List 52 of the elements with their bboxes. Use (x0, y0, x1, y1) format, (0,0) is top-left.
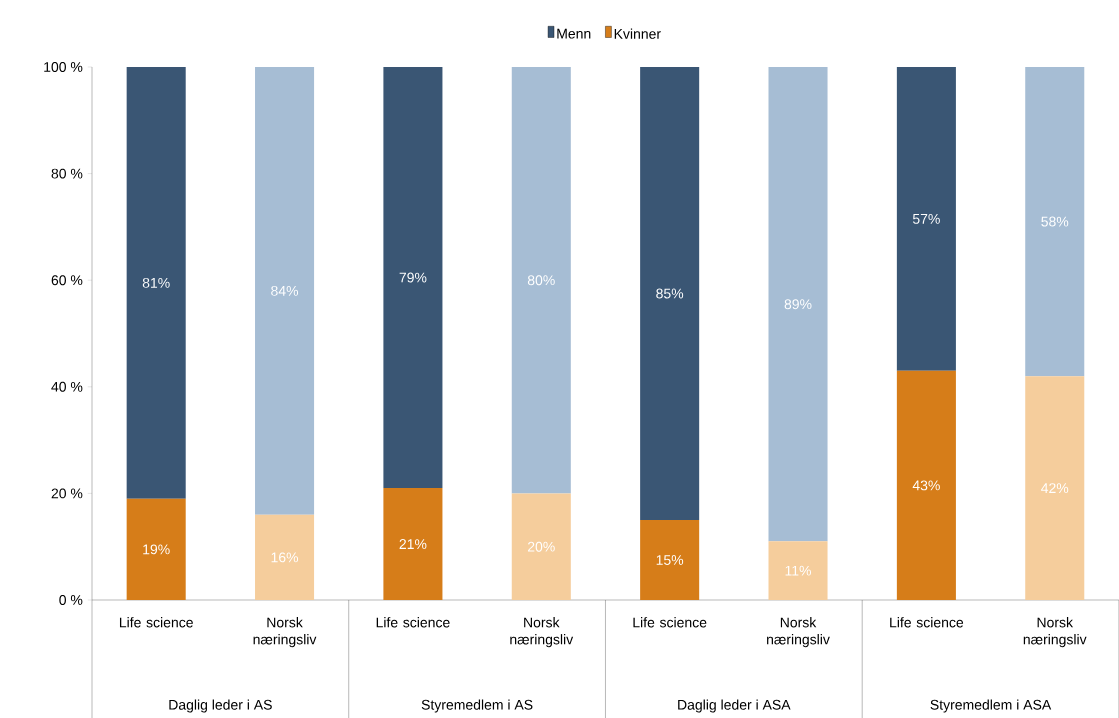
data-label: 57% (912, 213, 940, 224)
x-tick-label: Life science (376, 617, 450, 628)
x-tick-label: Norsk næringsliv (510, 617, 574, 648)
legend-label: Kvinner (614, 28, 661, 39)
text: Daglig leder i AS (169, 699, 272, 713)
data-label: 85% (656, 288, 684, 299)
y-tick-label: 80 % (51, 168, 83, 179)
bar (126, 67, 186, 499)
data-label: 15% (656, 555, 684, 565)
bar (383, 67, 443, 489)
data-label: 81% (142, 277, 170, 288)
bar (640, 520, 700, 600)
data-label: 84% (271, 285, 299, 296)
bar (255, 67, 315, 515)
data-label: 11% (785, 565, 811, 576)
data-label: 79% (399, 272, 427, 283)
x-tick-label: Life science (119, 617, 193, 628)
bar (1025, 67, 1085, 377)
bar (255, 514, 315, 600)
bar (126, 498, 186, 600)
bar (896, 67, 956, 371)
data-label: 58% (1041, 216, 1069, 227)
data-label: 80% (527, 275, 555, 286)
x-tick-label: Norsk næringsliv (1023, 617, 1087, 648)
data-label: 20% (527, 541, 555, 552)
data-label: 89% (784, 299, 812, 310)
data-label: 19% (143, 544, 170, 555)
x-tick-label: Norsk næringsliv (767, 617, 830, 648)
y-tick-label: 0 % (59, 595, 83, 605)
text: Styremedlem i ASA (930, 699, 1052, 713)
y-tick-label: 40 % (51, 381, 83, 392)
legend-label: Menn (557, 28, 591, 39)
y-tick-label: 100 % (44, 62, 83, 72)
bar (640, 67, 700, 521)
data-label: 21% (399, 539, 427, 549)
x-tick-label: Norsk næringsliv (253, 617, 317, 648)
data-label: 42% (1041, 483, 1069, 493)
y-tick-label: 20 % (51, 488, 83, 499)
data-label: 43% (912, 480, 940, 491)
bar (768, 541, 828, 600)
bar (768, 67, 828, 542)
bar (511, 493, 571, 600)
bar (383, 488, 443, 600)
x-tick-label: Life science (890, 617, 964, 628)
text: Styremedlem i AS (421, 699, 533, 713)
text: Daglig leder i ASA (678, 699, 791, 713)
y-tick-label: 60 % (51, 275, 83, 286)
bar (511, 67, 571, 494)
data-label: 16% (271, 552, 299, 563)
x-tick-label: Life science (633, 617, 707, 628)
bar (1025, 376, 1085, 600)
bar (896, 370, 956, 600)
